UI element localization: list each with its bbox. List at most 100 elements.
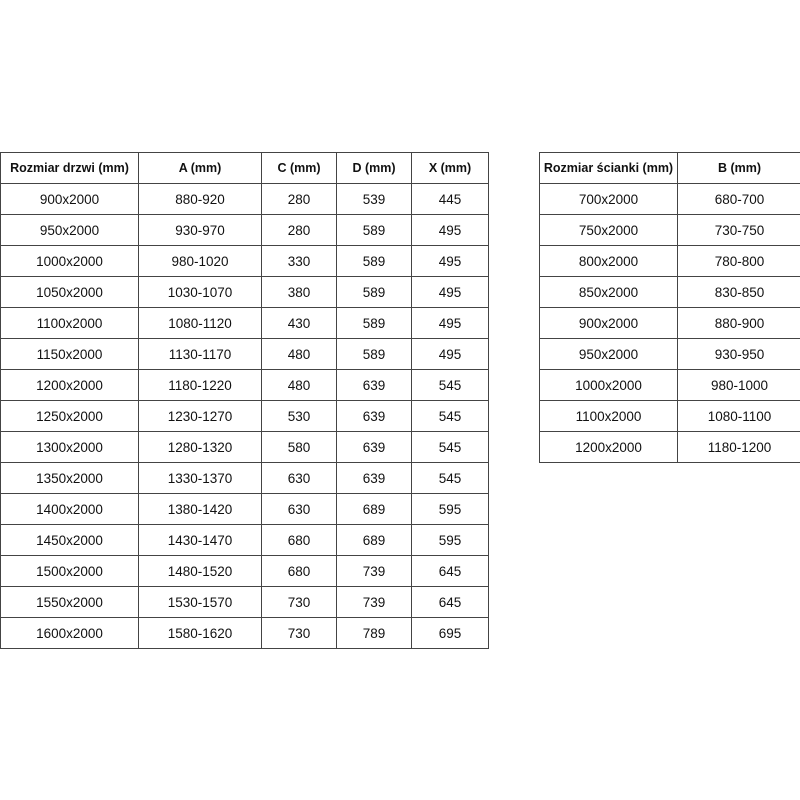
table-cell: 739	[336, 555, 412, 587]
table-cell: 950x2000	[0, 214, 139, 246]
table-row: 1550x2000 1530-1570 730 739 645	[0, 586, 489, 618]
table-cell: 1500x2000	[0, 555, 139, 587]
table-cell: 495	[411, 214, 489, 246]
table-cell: 930-950	[677, 338, 800, 370]
table-cell: 639	[336, 431, 412, 463]
table-row: 950x2000 930-950	[539, 338, 800, 370]
table-cell: 730	[261, 586, 337, 618]
table-cell: 780-800	[677, 245, 800, 277]
table-cell: 1330-1370	[138, 462, 262, 494]
table-cell: 589	[336, 276, 412, 308]
table-cell: 1430-1470	[138, 524, 262, 556]
table-cell: 930-970	[138, 214, 262, 246]
table-row: 1100x2000 1080-1100	[539, 400, 800, 432]
table-cell: 645	[411, 555, 489, 587]
table-cell: 445	[411, 183, 489, 215]
table-cell: 595	[411, 493, 489, 525]
table-row: 1350x2000 1330-1370 630 639 545	[0, 462, 489, 494]
table-cell: 495	[411, 245, 489, 277]
table-cell: 800x2000	[539, 245, 678, 277]
table-row: 1200x2000 1180-1200	[539, 431, 800, 463]
table-row: 1300x2000 1280-1320 580 639 545	[0, 431, 489, 463]
table-cell: 589	[336, 307, 412, 339]
header-row: Rozmiar ścianki (mm) B (mm)	[539, 152, 800, 184]
table-cell: 739	[336, 586, 412, 618]
table-cell: 1480-1520	[138, 555, 262, 587]
table-row: 900x2000 880-920 280 539 445	[0, 183, 489, 215]
column-header: A (mm)	[138, 152, 262, 184]
table-cell: 630	[261, 462, 337, 494]
table-cell: 980-1020	[138, 245, 262, 277]
table-row: 1400x2000 1380-1420 630 689 595	[0, 493, 489, 525]
table-cell: 900x2000	[539, 307, 678, 339]
table-cell: 495	[411, 276, 489, 308]
table-cell: 280	[261, 214, 337, 246]
column-header: X (mm)	[411, 152, 489, 184]
table-cell: 1550x2000	[0, 586, 139, 618]
column-header: Rozmiar ścianki (mm)	[539, 152, 678, 184]
wall-size-table: Rozmiar ścianki (mm) B (mm) 700x2000 680-7…	[539, 152, 800, 463]
table-cell: 645	[411, 586, 489, 618]
column-header: Rozmiar drzwi (mm)	[0, 152, 139, 184]
table-cell: 1300x2000	[0, 431, 139, 463]
table-cell: 1380-1420	[138, 493, 262, 525]
table-cell: 1200x2000	[539, 431, 678, 463]
column-header: C (mm)	[261, 152, 337, 184]
table-cell: 750x2000	[539, 214, 678, 246]
table-row: 1150x2000 1130-1170 480 589 495	[0, 338, 489, 370]
table-cell: 545	[411, 369, 489, 401]
table-cell: 1180-1200	[677, 431, 800, 463]
table-cell: 700x2000	[539, 183, 678, 215]
table-row: 1000x2000 980-1020 330 589 495	[0, 245, 489, 277]
table-cell: 589	[336, 214, 412, 246]
table-row: 800x2000 780-800	[539, 245, 800, 277]
table-cell: 689	[336, 493, 412, 525]
table-cell: 630	[261, 493, 337, 525]
table-cell: 950x2000	[539, 338, 678, 370]
table-cell: 1150x2000	[0, 338, 139, 370]
table-cell: 430	[261, 307, 337, 339]
table-cell: 680	[261, 524, 337, 556]
table-cell: 1080-1100	[677, 400, 800, 432]
table-cell: 545	[411, 462, 489, 494]
table-row: 1450x2000 1430-1470 680 689 595	[0, 524, 489, 556]
table-cell: 980-1000	[677, 369, 800, 401]
table-cell: 1450x2000	[0, 524, 139, 556]
table-row: 950x2000 930-970 280 589 495	[0, 214, 489, 246]
table-cell: 1250x2000	[0, 400, 139, 432]
table-cell: 495	[411, 338, 489, 370]
table-cell: 1400x2000	[0, 493, 139, 525]
table-cell: 680	[261, 555, 337, 587]
table-cell: 280	[261, 183, 337, 215]
table-cell: 880-920	[138, 183, 262, 215]
table-cell: 689	[336, 524, 412, 556]
table-cell: 1180-1220	[138, 369, 262, 401]
table-cell: 1080-1120	[138, 307, 262, 339]
table-cell: 730	[261, 617, 337, 649]
table-row: 1100x2000 1080-1120 430 589 495	[0, 307, 489, 339]
table-cell: 380	[261, 276, 337, 308]
table-cell: 850x2000	[539, 276, 678, 308]
table-row: 1600x2000 1580-1620 730 789 695	[0, 617, 489, 649]
table-cell: 695	[411, 617, 489, 649]
table-cell: 639	[336, 400, 412, 432]
table-row: 700x2000 680-700	[539, 183, 800, 215]
table-cell: 539	[336, 183, 412, 215]
table-cell: 1530-1570	[138, 586, 262, 618]
table-cell: 530	[261, 400, 337, 432]
table-cell: 495	[411, 307, 489, 339]
table-cell: 480	[261, 369, 337, 401]
table-cell: 1000x2000	[0, 245, 139, 277]
table-cell: 545	[411, 431, 489, 463]
table-cell: 880-900	[677, 307, 800, 339]
table-cell: 639	[336, 369, 412, 401]
table-cell: 680-700	[677, 183, 800, 215]
table-cell: 1100x2000	[0, 307, 139, 339]
header-row: Rozmiar drzwi (mm) A (mm) C (mm) D (mm) X (m…	[0, 152, 489, 184]
table-cell: 480	[261, 338, 337, 370]
table-row: 750x2000 730-750	[539, 214, 800, 246]
table-cell: 789	[336, 617, 412, 649]
column-header: D (mm)	[336, 152, 412, 184]
column-header: B (mm)	[677, 152, 800, 184]
table-cell: 1100x2000	[539, 400, 678, 432]
